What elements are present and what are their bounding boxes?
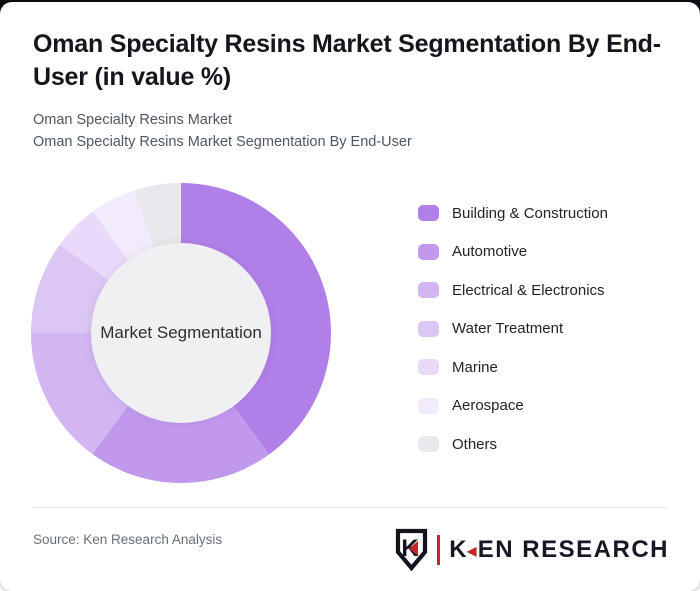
logo-red-divider [437,534,441,565]
legend-label: Electrical & Electronics [452,281,605,299]
legend-item: Electrical & Electronics [418,281,608,299]
legend-swatch [418,359,439,375]
legend-item: Aerospace [418,397,608,414]
subtitle-block: Oman Specialty Resins Market Oman Specia… [33,109,412,153]
source-text: Source: Ken Research Analysis [33,532,223,547]
shield-k-icon: K [396,528,428,571]
legend-swatch [418,243,439,260]
legend-item: Automotive [418,243,608,260]
legend-swatch [418,397,439,414]
brand-first-letter: K [449,535,469,563]
legend-label: Aerospace [452,397,524,414]
donut-chart: Market Segmentation [31,183,331,483]
legend-label: Others [452,435,498,453]
legend-label: Water Treatment [452,320,564,337]
legend-item: Others [418,435,608,453]
donut-hole: Market Segmentation [91,243,271,423]
brand-red-triangle-icon: ◀ [467,543,478,558]
subtitle-line-2: Oman Specialty Resins Market Segmentatio… [33,134,412,150]
donut-center-label: Market Segmentation [100,323,262,342]
legend-label: Building & Construction [452,204,608,222]
page-title: Oman Specialty Resins Market Segmentatio… [33,30,661,91]
logo-brand-text: K ◀ EN RESEARCH [449,536,669,564]
legend-item: Marine [418,358,608,376]
ken-research-logo[interactable]: K K ◀ EN RESEARCH [395,528,669,571]
legend-item: Water Treatment [418,320,608,337]
legend-label: Marine [452,358,498,376]
footer-divider [33,507,667,508]
legend-swatch [418,205,439,221]
legend-swatch [418,320,439,337]
chart-legend: Building & Construction Automotive Electri… [418,205,608,475]
legend-swatch [418,436,439,452]
legend-item: Building & Construction [418,204,608,222]
shield-red-triangle-icon [409,541,419,556]
subtitle-line-1: Oman Specialty Resins Market [33,112,233,128]
legend-swatch [418,282,439,298]
legend-label: Automotive [452,243,528,260]
brand-rest: EN RESEARCH [477,535,669,563]
